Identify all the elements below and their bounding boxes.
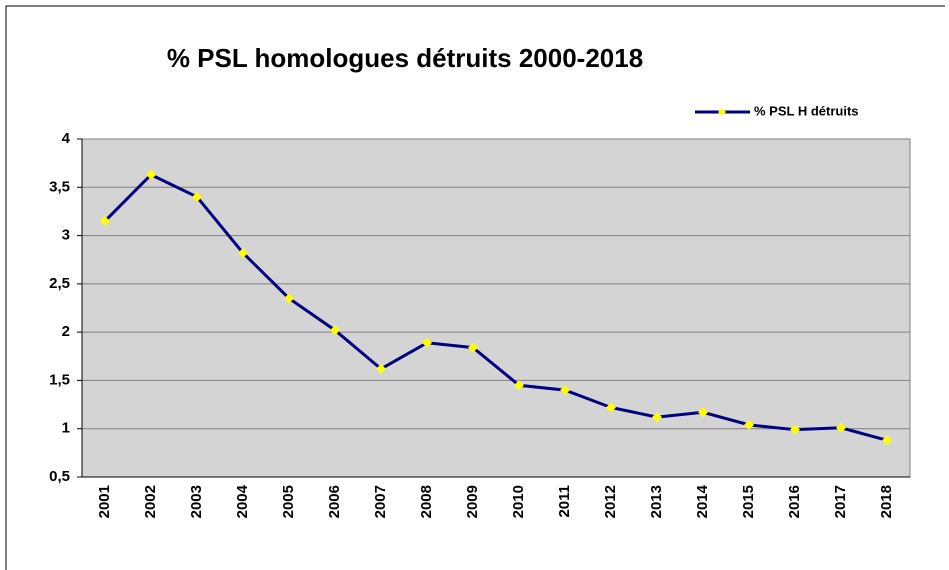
- marker: [468, 342, 478, 353]
- marker: [882, 435, 892, 446]
- legend-label: % PSL H détruits: [754, 103, 859, 118]
- x-tick-label: 2010: [510, 485, 527, 518]
- line: [103, 172, 888, 442]
- x-tick-label: 2016: [786, 485, 803, 518]
- marker: [514, 380, 524, 391]
- x-tick-label: 2009: [464, 485, 481, 518]
- marker: [698, 407, 708, 418]
- marker: [606, 402, 616, 413]
- y-tick-label: 2: [62, 323, 70, 340]
- marker: [100, 216, 110, 227]
- x-tick-label: 2017: [832, 485, 849, 518]
- x-tick-label: 2018: [878, 485, 895, 518]
- x-tick-label: 2012: [602, 485, 619, 518]
- frame: [5, 5, 945, 570]
- marker: [790, 424, 800, 435]
- marker: [744, 419, 754, 430]
- marker: [238, 247, 248, 258]
- x-tick-label: 2014: [694, 484, 711, 518]
- x-tick-label: 2002: [142, 485, 159, 518]
- x-tick-label: 2001: [96, 485, 113, 518]
- marker: [146, 169, 156, 180]
- y-tick-label: 4: [62, 130, 71, 147]
- marker: [560, 385, 570, 396]
- x-tick-label: 2015: [740, 485, 757, 518]
- x-tick-label: 2004: [234, 484, 251, 518]
- y-tick-label: 3,5: [49, 178, 70, 195]
- marker: [652, 412, 662, 423]
- legend-marker: [718, 108, 726, 116]
- y-tick-label: 0,5: [49, 468, 70, 485]
- y-tick-label: 1: [62, 420, 70, 437]
- x-tick-label: 2005: [280, 485, 297, 518]
- chart-title: % PSL homologues détruits 2000-2018: [167, 43, 643, 73]
- x-tick-label: 2008: [418, 485, 435, 518]
- x-tick-label: 2006: [326, 485, 343, 518]
- y-tick-label: 2,5: [49, 275, 70, 292]
- marker: [192, 191, 202, 202]
- y-tick-label: 1,5: [49, 371, 70, 388]
- x-tick-label: 2011: [556, 485, 573, 518]
- x-tick-label: 2013: [648, 485, 665, 518]
- x-tick-label: 2003: [188, 485, 205, 518]
- y-tick-label: 3: [62, 227, 70, 244]
- marker: [376, 363, 386, 374]
- marker: [284, 293, 294, 304]
- marker: [422, 337, 432, 348]
- x-tick-label: 2007: [372, 485, 389, 518]
- marker: [330, 325, 340, 336]
- plot-area: [81, 138, 911, 478]
- marker: [836, 422, 846, 433]
